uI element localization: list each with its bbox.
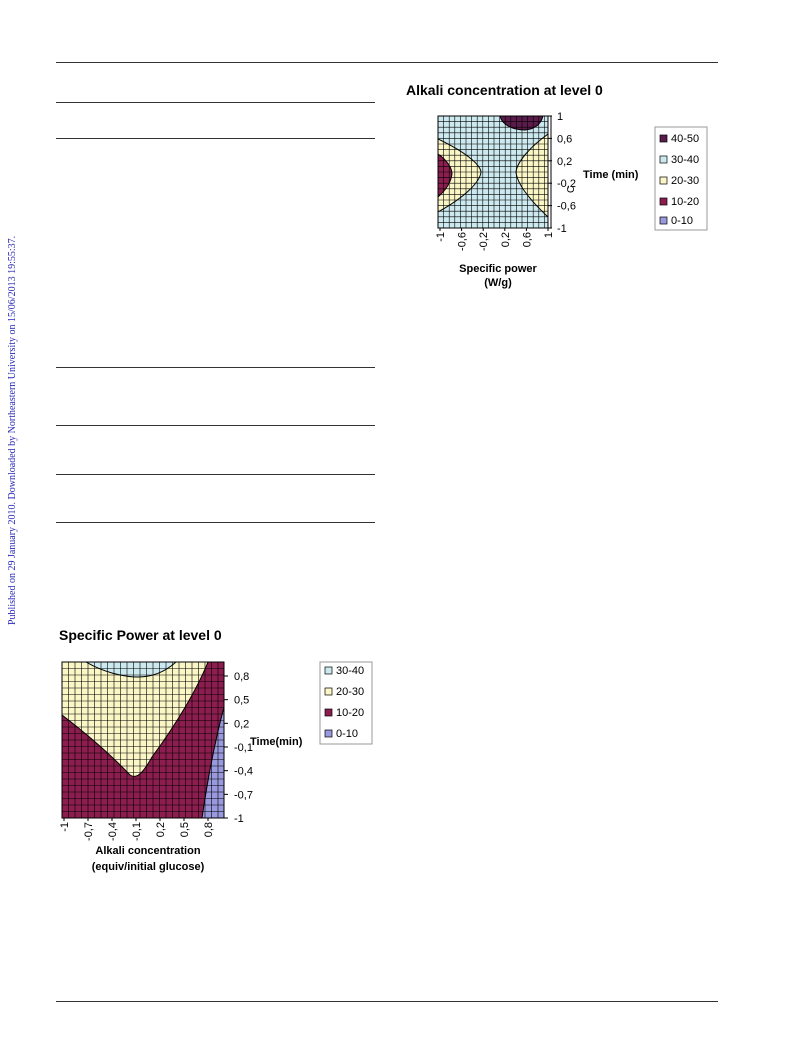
- table-rule: [56, 138, 375, 139]
- table-rule: [56, 474, 375, 475]
- legend-swatch-30-40: [659, 155, 668, 164]
- x-tick-label: 0,2: [500, 232, 512, 247]
- download-note-text: Published on 29 January 2010. Downloaded…: [7, 235, 18, 625]
- x-tick-label: -0,4: [107, 822, 119, 841]
- table-rule: [56, 425, 375, 426]
- table-rule: [56, 367, 375, 368]
- y-tick-label: -1: [557, 223, 567, 235]
- legend-swatch-40-50: [659, 134, 668, 143]
- y-tick-label: -0,6: [557, 201, 576, 213]
- y-tick-label: -0,1: [234, 742, 253, 754]
- legend-label: 40-50: [671, 133, 699, 145]
- y-axis-label: Time (min): [583, 169, 639, 181]
- x-tick-label: -0,1: [131, 822, 143, 841]
- table-rule: [56, 522, 375, 523]
- x-tick-label: -1: [435, 232, 447, 242]
- y-tick-label: 0,2: [557, 156, 572, 168]
- legend-swatch-10-20: [659, 197, 668, 206]
- x-tick-label: 0,2: [155, 822, 167, 837]
- y-tick-label: 0,2: [234, 718, 249, 730]
- band-20-30: [62, 662, 209, 777]
- y-ticks: 1 0,6 0,2 -0,2 -0,6 -1: [548, 111, 576, 235]
- x-axis-label-line1: Specific power: [459, 263, 537, 275]
- x-tick-label: -1: [59, 822, 71, 832]
- legend-swatch-10-20: [324, 708, 333, 717]
- legend: 30-40 20-30 10-20 0-10: [319, 661, 373, 745]
- chart-title: Alkali concentration at level 0: [406, 82, 603, 98]
- contour-plot-alkali: 1 0,6 0,2 -0,2 -0,6 -1 -1 -0,6 -0,2 0,2 0,6 1 Time…: [435, 111, 708, 289]
- band-10-20-left: [438, 153, 453, 198]
- x-tick-label: -0,2: [478, 232, 490, 251]
- x-axis-label-line1: Alkali concentration: [95, 845, 200, 857]
- top-rule: [56, 62, 718, 63]
- download-note: Published on 29 January 2010. Downloaded…: [6, 215, 20, 625]
- legend-label: 30-40: [336, 665, 364, 677]
- figure-specific-power: Specific Power at level 0 0,8 0,5 0,2 -0,1-…: [48, 627, 388, 882]
- contour-plot-specific-power: 0,80,50,2-0,1-0,4-0,7-1 -1 -0,7 -0,4 -0,1 0,…: [59, 661, 373, 873]
- legend-label: 0-10: [336, 728, 358, 740]
- y-tick-label: 0,5: [234, 695, 249, 707]
- x-tick-label: -0,6: [457, 232, 469, 251]
- bottom-rule: [56, 1001, 718, 1002]
- plot-grid: [62, 662, 224, 818]
- legend-label: 20-30: [671, 175, 699, 187]
- figure-alkali-concentration: Alkali concentration at level 0 1 0,6 0,2-…: [395, 82, 725, 302]
- x-ticks: -1 -0,7 -0,4 -0,1 0,2 0,5 0,8: [59, 818, 215, 841]
- table-rule: [56, 102, 375, 103]
- legend-label: 10-20: [671, 196, 699, 208]
- y-tick-label: -0,2: [557, 178, 576, 190]
- legend-label: 0-10: [671, 215, 693, 227]
- legend-label: 20-30: [336, 686, 364, 698]
- y-axis-label: Time(min): [250, 736, 303, 748]
- y-tick-label: -0,7: [234, 789, 253, 801]
- y-tick-label: 1: [557, 111, 563, 123]
- x-tick-label: -0,7: [83, 822, 95, 841]
- legend-label: 30-40: [671, 154, 699, 166]
- legend-swatch-20-30: [324, 687, 333, 696]
- y-tick-label: -0,4: [234, 766, 253, 778]
- y-axis-stray-c: C: [566, 186, 577, 193]
- x-axis-label-line2: (equiv/initial glucose): [92, 861, 205, 873]
- x-tick-label: 0,5: [179, 822, 191, 837]
- chart-title: Specific Power at level 0: [59, 627, 222, 643]
- legend-swatch-0-10: [659, 216, 668, 225]
- y-tick-label: 0,6: [557, 133, 572, 145]
- legend-label: 10-20: [336, 707, 364, 719]
- legend-swatch-20-30: [659, 176, 668, 185]
- y-ticks: 0,8 0,5 0,2 -0,1 -0,4 -0,7 -1: [224, 671, 253, 825]
- legend-swatch-0-10: [324, 729, 333, 738]
- y-tick-label: 0,8: [234, 671, 249, 683]
- x-tick-label: 1: [543, 232, 555, 238]
- legend-swatch-30-40: [324, 666, 333, 675]
- plot-grid: [438, 116, 548, 228]
- x-tick-label: 0,8: [203, 822, 215, 837]
- x-axis-label-line2: (W/g): [484, 277, 512, 289]
- x-tick-label: 0,6: [521, 232, 533, 247]
- legend: 40-50 30-40 20-30 10-20 0-10: [654, 126, 708, 231]
- band-30-40: [85, 662, 177, 678]
- x-ticks: -1 -0,6 -0,2 0,2 0,6 1: [435, 228, 555, 251]
- y-tick-label: -1: [234, 813, 244, 825]
